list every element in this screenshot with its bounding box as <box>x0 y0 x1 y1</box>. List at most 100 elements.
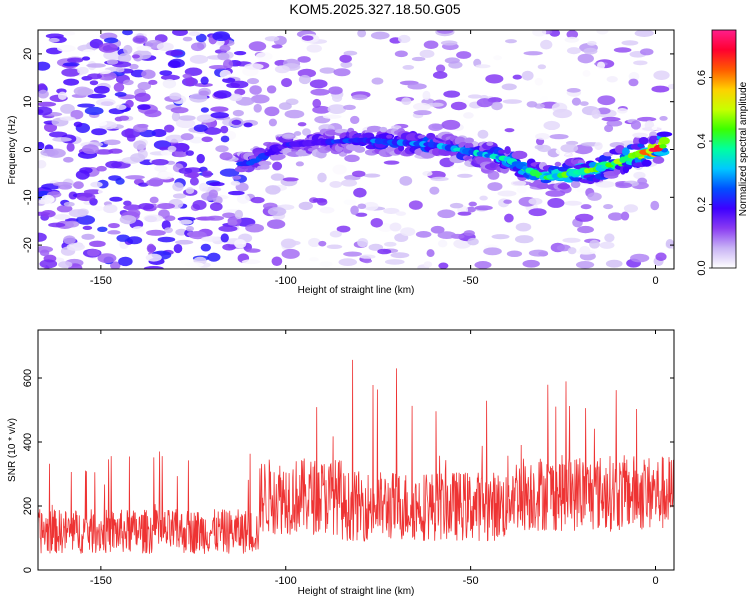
heatmap-cell <box>40 209 56 218</box>
heatmap-cell <box>185 225 194 232</box>
heatmap-cell <box>81 56 91 61</box>
heatmap-cell <box>595 181 616 188</box>
heatmap-cell <box>94 206 104 211</box>
heatmap-cell <box>564 36 580 43</box>
heatmap-cell <box>162 78 177 89</box>
snr-panel: -150 -100 -50 0 0 200 400 600 Height of straigh… <box>7 329 675 597</box>
heatmap-cell <box>597 61 606 70</box>
heatmap-cell <box>82 225 93 231</box>
heatmap-cell <box>589 239 600 249</box>
heatmap-cell <box>298 74 311 85</box>
y-tick-label: 10 <box>22 96 34 108</box>
heatmap-cell <box>479 195 488 201</box>
heatmap-cell <box>154 165 168 172</box>
heatmap-cell <box>213 90 232 99</box>
heatmap-cell <box>398 34 411 44</box>
heatmap-cell <box>398 145 405 152</box>
heatmap-cell <box>79 167 93 174</box>
heatmap-cell <box>87 73 102 80</box>
heatmap-cell <box>437 209 456 219</box>
heatmap-cell <box>440 40 458 46</box>
heatmap-cell <box>131 54 140 59</box>
heatmap-cell <box>132 35 148 44</box>
heatmap-cell <box>189 54 209 64</box>
heatmap-cell <box>233 51 247 56</box>
heatmap-cell <box>66 57 84 63</box>
heatmap-cell <box>467 237 479 246</box>
heatmap-cell <box>415 230 432 238</box>
heatmap-cell <box>537 64 547 70</box>
heatmap-cell <box>196 153 205 164</box>
heatmap-cell <box>582 70 591 77</box>
heatmap-cell <box>138 203 154 210</box>
heatmap-cell <box>336 225 351 233</box>
heatmap-cell <box>463 112 474 119</box>
heatmap-cell <box>159 70 173 76</box>
heatmap-cell <box>151 158 169 166</box>
heatmap-cell <box>232 175 242 180</box>
heatmap-cell <box>228 93 243 102</box>
heatmap-cell <box>371 77 384 85</box>
heatmap-cell <box>269 154 284 161</box>
heatmap-cell <box>199 182 209 192</box>
heatmap-cell <box>622 147 630 156</box>
heatmap-cell <box>57 91 67 100</box>
x-tick-label: -150 <box>90 575 112 587</box>
heatmap-cell <box>474 205 493 211</box>
heatmap-cell <box>175 118 196 129</box>
heatmap-cell <box>437 231 456 240</box>
heatmap-cell <box>514 235 534 244</box>
heatmap-cell <box>255 51 273 61</box>
heatmap-cell <box>258 160 272 166</box>
heatmap-cell <box>200 76 209 85</box>
colorbar-ticks: 0.0 0.2 0.4 0.6 <box>696 70 712 276</box>
x-tick-label: -100 <box>275 575 297 587</box>
x-tick-label: -50 <box>463 275 479 287</box>
heatmap-cell <box>638 136 649 145</box>
heatmap-cell <box>567 247 577 255</box>
heatmap-cell <box>309 79 328 89</box>
heatmap-cell <box>457 211 472 216</box>
heatmap-cell <box>185 76 195 87</box>
heatmap-cell <box>59 116 76 121</box>
heatmap-cell <box>77 66 89 75</box>
heatmap-cell <box>66 243 85 251</box>
heatmap-cell <box>103 37 119 44</box>
heatmap-cell <box>167 145 177 153</box>
y-tick-label: 600 <box>22 369 34 387</box>
snr-ticks: -150 -100 -50 0 0 200 400 600 <box>22 330 674 587</box>
heatmap-cell <box>340 179 358 187</box>
heatmap-cell <box>268 118 277 127</box>
heatmap-cell <box>172 182 184 192</box>
snr-ylabel: SNR (10 * v/v) <box>7 418 18 482</box>
heatmap-cell <box>343 104 356 110</box>
heatmap-cell <box>84 106 104 116</box>
heatmap-cell <box>227 190 245 196</box>
heatmap-cell <box>659 116 668 121</box>
heatmap-cell <box>201 136 213 143</box>
heatmap-cell <box>178 115 196 121</box>
heatmap-cell <box>249 85 262 95</box>
heatmap-cell <box>577 53 594 64</box>
figure-title: KOM5.2025.327.18.50.G05 <box>289 1 460 17</box>
heatmap-cell <box>271 256 283 266</box>
heatmap-cell <box>413 110 432 116</box>
heatmap-cell <box>516 186 527 194</box>
heatmap-cell <box>182 36 193 42</box>
heatmap-cell <box>566 47 581 55</box>
heatmap-cell <box>389 222 402 232</box>
heatmap-cell <box>556 244 571 252</box>
heatmap-cell <box>564 200 583 206</box>
heatmap-cell <box>56 205 73 213</box>
heatmap-cell <box>274 65 290 74</box>
heatmap-cell <box>620 211 630 221</box>
x-tick-label: -100 <box>275 275 297 287</box>
heatmap-cell <box>201 236 221 242</box>
heatmap-cell <box>485 74 504 84</box>
heatmap-cell <box>175 239 194 245</box>
heatmap-cell <box>400 227 416 237</box>
heatmap-cell <box>156 42 174 52</box>
heatmap-cell <box>329 180 343 188</box>
spectrogram-heatmap <box>38 30 674 269</box>
